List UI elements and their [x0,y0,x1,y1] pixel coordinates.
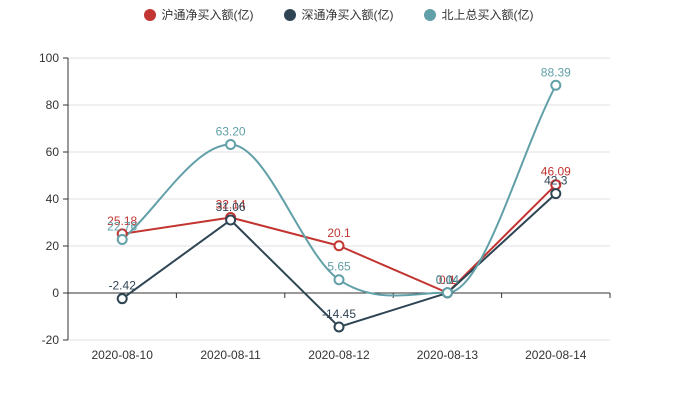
data-point-label-0: 32.14 [216,197,246,211]
data-point-marker-2[interactable] [333,274,345,286]
x-axis-tick-label: 2020-08-10 [92,348,154,362]
data-point-marker-1[interactable] [116,293,128,305]
data-point-marker-2[interactable] [441,287,453,299]
data-point-marker-2[interactable] [116,234,128,246]
data-point-marker-2[interactable] [225,138,237,150]
legend-circle-icon [423,8,436,21]
y-axis-tick-label: 100 [39,51,59,65]
data-point-marker-1[interactable] [550,188,562,200]
x-axis-tick-label: 2020-08-13 [417,348,479,362]
y-axis-tick-label: 0 [52,286,59,300]
legend-label: 沪通净买入额(亿) [161,8,254,22]
data-point-label-1: 0.04 [436,273,460,287]
data-point-label-1: 31.06 [216,200,246,214]
chart-legend: 沪通净买入额(亿) 深通净买入额(亿) 北上总买入额(亿) [0,6,677,23]
x-axis-tick-label: 2020-08-14 [525,348,587,362]
x-axis-tick-label: 2020-08-12 [308,348,370,362]
data-point-label-1: 42.3 [544,174,568,188]
data-point-label-2: 0.14 [436,273,460,287]
legend-label: 北上总买入额(亿) [441,8,534,22]
legend-circle-icon [283,8,296,21]
y-axis-tick-label: -20 [42,333,60,347]
data-point-label-2: 63.20 [216,124,246,138]
data-point-label-0: 0.1 [439,273,456,287]
data-point-marker-0[interactable] [333,240,345,252]
data-point-label-1: -14.45 [322,307,356,321]
y-axis-tick-label: 80 [46,98,60,112]
y-axis-tick-label: 40 [46,192,60,206]
data-point-marker-1[interactable] [225,214,237,226]
data-point-label-0: 25.18 [107,214,137,228]
data-point-marker-2[interactable] [550,79,562,91]
legend-circle-icon [143,8,156,21]
x-axis-tick-label: 2020-08-11 [200,348,261,362]
data-point-label-2: 88.39 [541,65,571,79]
legend-item-shentong[interactable]: 深通净买入额(亿) [283,6,394,23]
data-point-label-1: -2.42 [109,279,137,293]
legend-label: 深通净买入额(亿) [301,8,394,22]
data-point-marker-1[interactable] [333,321,345,333]
y-axis-tick-label: 60 [46,145,60,159]
data-point-label-2: 5.65 [327,260,351,274]
legend-item-beishang[interactable]: 北上总买入额(亿) [423,6,534,23]
data-point-label-0: 20.1 [327,226,351,240]
data-point-label-2: 22.76 [107,220,137,234]
y-axis-tick-label: 20 [46,239,60,253]
data-point-label-0: 46.09 [541,165,571,179]
legend-item-hutong[interactable]: 沪通净买入额(亿) [143,6,254,23]
